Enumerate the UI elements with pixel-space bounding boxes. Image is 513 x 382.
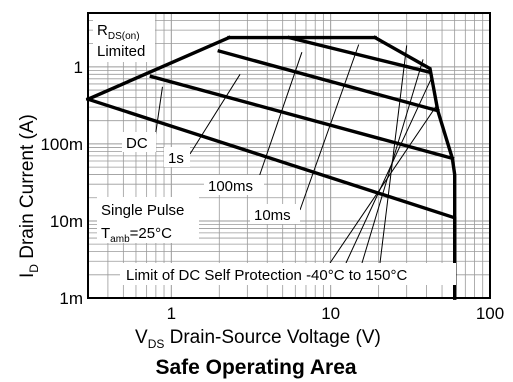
one-s-label-box (164, 147, 190, 167)
chart-title: Safe Operating Area (155, 356, 356, 379)
ten-ms-label: 10ms (254, 207, 291, 224)
annotation-leader-line (299, 44, 360, 211)
y-tick-label: 100m (40, 135, 83, 154)
annotation-leader-line (379, 45, 408, 264)
series-10ms (287, 35, 433, 75)
dc-label-box (122, 132, 156, 152)
annotation-leader-line (257, 52, 303, 181)
tick-labels: 1 10 100 1 100m 10m 1m (40, 58, 504, 323)
annotation-leader-line (154, 86, 163, 139)
x-axis-title: VDS Drain-Source Voltage (V) (135, 327, 381, 351)
series-1s (149, 74, 455, 161)
hundred-ms-label: 100ms (208, 178, 253, 195)
y-tick-label: 1m (59, 289, 83, 308)
series-envelope (372, 35, 457, 300)
rds-label: RDS(on) (97, 22, 140, 42)
annotation-leader-line (329, 105, 437, 264)
x-tick-label: 1 (167, 304, 176, 323)
dc-label: DC (126, 135, 148, 152)
rds-label-box (93, 14, 155, 62)
plot-frame (87, 12, 491, 299)
rds-limited-label: Limited (97, 43, 145, 60)
limit-label: Limit of DC Self Protection -40°C to 150… (126, 267, 407, 284)
y-axis-title: ID Drain Current (A) (17, 114, 41, 278)
y-tick-label: 1 (74, 58, 83, 77)
annotation-leader-line (189, 74, 241, 155)
leader-lines (154, 44, 437, 264)
tamb-label: Tamb=25°C (101, 225, 172, 245)
single-pulse-label: Single Pulse (101, 202, 184, 219)
annotation-leader-line (345, 77, 433, 264)
one-s-label: 1s (168, 150, 184, 167)
series-100ms (217, 49, 440, 113)
x-tick-label: 10 (321, 304, 340, 323)
x-tick-label: 100 (476, 304, 504, 323)
limit-label-box (120, 263, 456, 285)
ten-ms-label-box (250, 204, 300, 224)
series-lines (85, 35, 457, 300)
series-r-ds-on-limited (85, 35, 232, 102)
hundred-ms-label-box (204, 175, 264, 195)
y-tick-label: 10m (50, 212, 83, 231)
pulse-label-box (97, 197, 199, 243)
